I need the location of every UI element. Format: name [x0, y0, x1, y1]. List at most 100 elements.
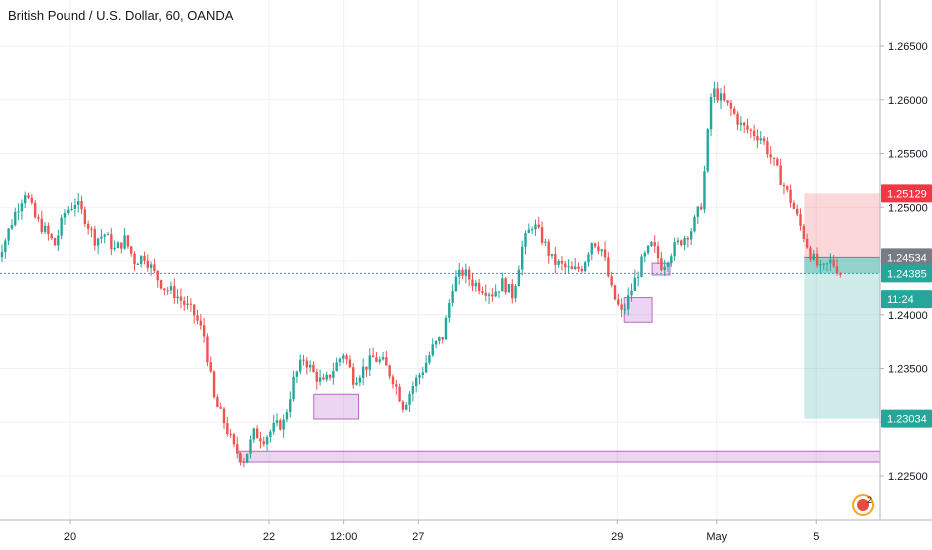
- candle-body: [123, 235, 126, 249]
- candle-body: [133, 253, 136, 265]
- candle-body: [786, 186, 789, 190]
- price-tag-label: 1.24385: [887, 268, 927, 280]
- candle-body: [511, 284, 514, 299]
- candle-body: [477, 282, 481, 292]
- candle-body: [77, 201, 80, 205]
- candle-body: [418, 375, 421, 378]
- candle-body: [597, 246, 600, 252]
- zone-rectangle: [238, 450, 932, 463]
- candle-body: [766, 141, 769, 155]
- candle-body: [527, 229, 531, 234]
- candle-body: [202, 325, 206, 337]
- candle-body: [73, 204, 77, 209]
- candle-body: [557, 260, 560, 265]
- candle-body: [179, 296, 183, 301]
- candle-body: [550, 253, 554, 256]
- candle-body: [537, 224, 540, 228]
- candle-body: [613, 285, 617, 300]
- candle-body: [504, 278, 507, 293]
- candle-body: [80, 201, 83, 210]
- candle-body: [583, 262, 587, 272]
- candle-body: [593, 243, 597, 247]
- candle-body: [43, 225, 47, 232]
- candle-body: [670, 256, 673, 264]
- time-tick-label: 22: [263, 531, 275, 543]
- candle-body: [517, 269, 521, 287]
- candle-body: [120, 242, 123, 249]
- price-tick-label: 1.25500: [888, 149, 928, 161]
- candle-body: [216, 397, 219, 408]
- candle-body: [365, 366, 368, 370]
- candle-body: [603, 249, 607, 258]
- zone-rectangle: [623, 297, 653, 323]
- candle-body: [249, 439, 252, 454]
- chart-title: British Pound / U.S. Dollar, 60, OANDA: [8, 8, 234, 23]
- candle-body: [663, 266, 666, 271]
- candle-body: [829, 259, 832, 264]
- candle-body: [580, 268, 584, 272]
- candle-body: [305, 360, 309, 368]
- candle-body: [805, 238, 809, 248]
- candle-body: [636, 276, 640, 278]
- candle-body: [4, 240, 7, 253]
- candle-body: [196, 315, 199, 321]
- candle-body: [534, 224, 537, 230]
- candle-body: [574, 266, 577, 270]
- candle-body: [567, 266, 570, 268]
- candle-body: [57, 235, 60, 246]
- candle-body: [90, 228, 93, 230]
- candle-body: [507, 284, 511, 293]
- candle-body: [421, 372, 424, 376]
- price-tag: [881, 248, 932, 267]
- price-tags: 1.25129 1.24534 1.24385 11:24 1.23034: [881, 184, 932, 428]
- candle-body: [590, 243, 593, 255]
- candle-body: [812, 253, 815, 260]
- candle-body: [623, 309, 627, 311]
- candle-body: [438, 336, 441, 341]
- candle-body: [163, 288, 166, 291]
- candle-body: [428, 355, 431, 363]
- candle-body: [484, 292, 487, 296]
- candle-body: [262, 441, 265, 445]
- candle-body: [709, 96, 713, 130]
- candle-body: [378, 359, 381, 362]
- candle-body: [130, 246, 133, 254]
- candle-body: [782, 184, 786, 187]
- candle-body: [219, 407, 222, 409]
- candle-body: [338, 358, 342, 363]
- candle-body: [245, 453, 249, 463]
- candle-body: [322, 377, 325, 380]
- candle-body: [799, 214, 802, 227]
- candle-body: [660, 258, 663, 271]
- candle-body: [491, 294, 494, 297]
- candle-body: [156, 270, 159, 281]
- candle-body: [272, 422, 275, 432]
- candle-body: [27, 195, 30, 198]
- candle-body: [815, 253, 819, 266]
- candle-body: [318, 377, 322, 382]
- price-tag: [881, 184, 932, 203]
- candle-body: [110, 234, 113, 250]
- candle-body: [411, 386, 415, 394]
- candle-body: [368, 355, 371, 370]
- candle-body: [136, 263, 140, 265]
- candle-body: [719, 93, 723, 101]
- candle-body: [209, 362, 212, 372]
- candle-body: [620, 304, 623, 310]
- candle-body: [153, 264, 156, 271]
- price-tag: [881, 409, 932, 428]
- candle-body: [239, 453, 242, 462]
- candle-body: [689, 231, 693, 240]
- candle-body: [315, 371, 318, 382]
- price-tag: [881, 290, 932, 309]
- candle-body: [285, 412, 289, 420]
- candle-body: [547, 241, 550, 256]
- candle-body: [312, 364, 315, 372]
- candle-body: [20, 203, 24, 212]
- candle-body: [458, 269, 461, 277]
- candle-body: [295, 371, 299, 377]
- candle-body: [683, 237, 686, 246]
- candle-body: [739, 122, 743, 125]
- candle-body: [554, 253, 557, 265]
